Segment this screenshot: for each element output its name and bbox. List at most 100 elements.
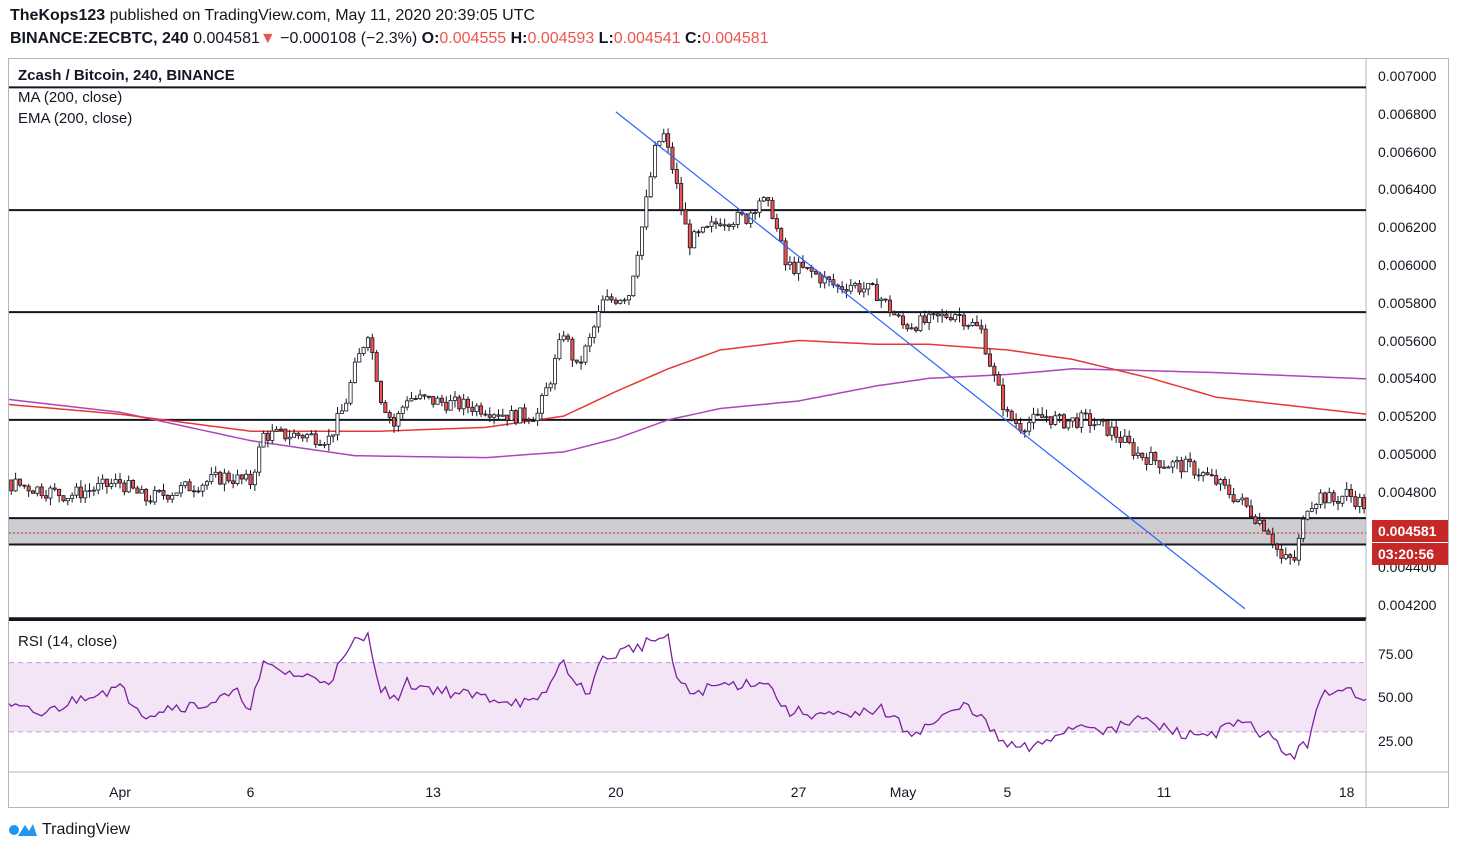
last-price: 0.004581	[193, 30, 260, 47]
candle-body-up	[644, 196, 649, 228]
candle-body-down	[818, 273, 823, 284]
candle	[1201, 470, 1206, 482]
tradingview-brand[interactable]: TradingView	[8, 820, 130, 840]
published-text: published on TradingView.com, May 11, 20…	[109, 7, 536, 24]
candle	[61, 495, 66, 503]
candle	[270, 424, 275, 444]
candle	[1092, 417, 1097, 430]
candle-body-down	[300, 435, 305, 439]
price-tick-label: 0.005200	[1378, 408, 1437, 425]
author-name[interactable]: TheKops123	[10, 7, 106, 24]
candle-body-up	[1109, 426, 1114, 436]
candle	[848, 279, 853, 295]
candle-body-down	[318, 444, 323, 446]
price-tick-label: 0.004200	[1378, 597, 1437, 613]
candle-body-down	[766, 197, 771, 201]
candle-body-down	[922, 315, 927, 324]
candle	[927, 310, 932, 331]
candle	[44, 489, 49, 502]
candle	[970, 318, 975, 327]
candle	[392, 413, 397, 433]
candle	[96, 476, 101, 495]
candle-body-up	[1162, 466, 1167, 469]
candle	[1022, 429, 1027, 438]
close-label: C:	[684, 30, 702, 47]
ema-legend[interactable]: EMA (200, close)	[18, 110, 133, 127]
candle	[265, 430, 270, 448]
candle	[1305, 510, 1310, 521]
candle-body-up	[966, 324, 971, 327]
candle-body-down	[1075, 417, 1080, 428]
candle-body-down	[670, 146, 675, 170]
candle-body-up	[157, 490, 162, 492]
candle	[879, 296, 884, 308]
candle-body-up	[848, 284, 853, 292]
candle-body-down	[1105, 420, 1110, 436]
candle-body-down	[679, 183, 684, 211]
candle	[1088, 409, 1093, 433]
candle	[509, 405, 514, 421]
candle-body-down	[513, 410, 518, 424]
candle-body-up	[1135, 452, 1140, 456]
candle-body-up	[344, 402, 349, 412]
candle-body-up	[278, 428, 283, 431]
candle	[683, 202, 688, 225]
rsi-legend[interactable]: RSI (14, close)	[18, 633, 118, 650]
candle	[9, 479, 14, 495]
candle-body-down	[696, 231, 701, 234]
candle-body-down	[857, 283, 862, 293]
tradingview-logo-icon	[9, 824, 37, 836]
candle	[992, 362, 997, 382]
candle	[1109, 421, 1114, 441]
candle	[1279, 543, 1284, 564]
candle	[979, 319, 984, 334]
candle	[1114, 420, 1119, 443]
candle	[218, 470, 223, 486]
candle	[635, 250, 640, 279]
candle-body-down	[779, 228, 784, 242]
candle	[1292, 550, 1297, 563]
candle	[953, 312, 958, 323]
candle	[39, 483, 44, 499]
candle-body-down	[1061, 414, 1066, 429]
candle-body-down	[1249, 505, 1254, 518]
candle	[1188, 452, 1193, 468]
candle-body-up	[87, 490, 92, 492]
candle-body-up	[5, 480, 8, 483]
candle	[779, 227, 784, 243]
candle-body-down	[457, 396, 462, 410]
candle	[731, 222, 736, 230]
candle-body-down	[1179, 460, 1184, 473]
candle	[239, 473, 244, 485]
price-tick-label: 0.005400	[1378, 370, 1437, 387]
candle-body-down	[1114, 426, 1119, 438]
candle-body-up	[866, 283, 871, 290]
candle-body-up	[1327, 492, 1332, 504]
price-tick-label: 0.006200	[1378, 219, 1437, 236]
candle	[444, 396, 449, 414]
candle-body-up	[270, 430, 275, 441]
candle-body-up	[548, 383, 553, 389]
candle	[1205, 467, 1210, 476]
candle-body-down	[666, 133, 671, 148]
candle	[1057, 412, 1062, 423]
candle-body-down	[122, 482, 127, 493]
candle	[557, 332, 562, 361]
candle-body-up	[139, 489, 144, 494]
candle	[1318, 489, 1323, 509]
candle	[1183, 455, 1188, 473]
candle	[183, 481, 188, 489]
price-tick-label: 0.006400	[1378, 181, 1437, 198]
candle-body-up	[305, 434, 310, 439]
candle-body-down	[1270, 533, 1275, 545]
candle-body-up	[753, 212, 758, 215]
candle-body-up	[648, 176, 653, 198]
ma-legend[interactable]: MA (200, close)	[18, 89, 123, 106]
candle-body-up	[35, 486, 40, 494]
candle-body-down	[1014, 419, 1019, 424]
candle	[648, 171, 653, 198]
candle	[1166, 465, 1171, 469]
candle-body-down	[30, 490, 35, 494]
candle	[870, 282, 875, 286]
